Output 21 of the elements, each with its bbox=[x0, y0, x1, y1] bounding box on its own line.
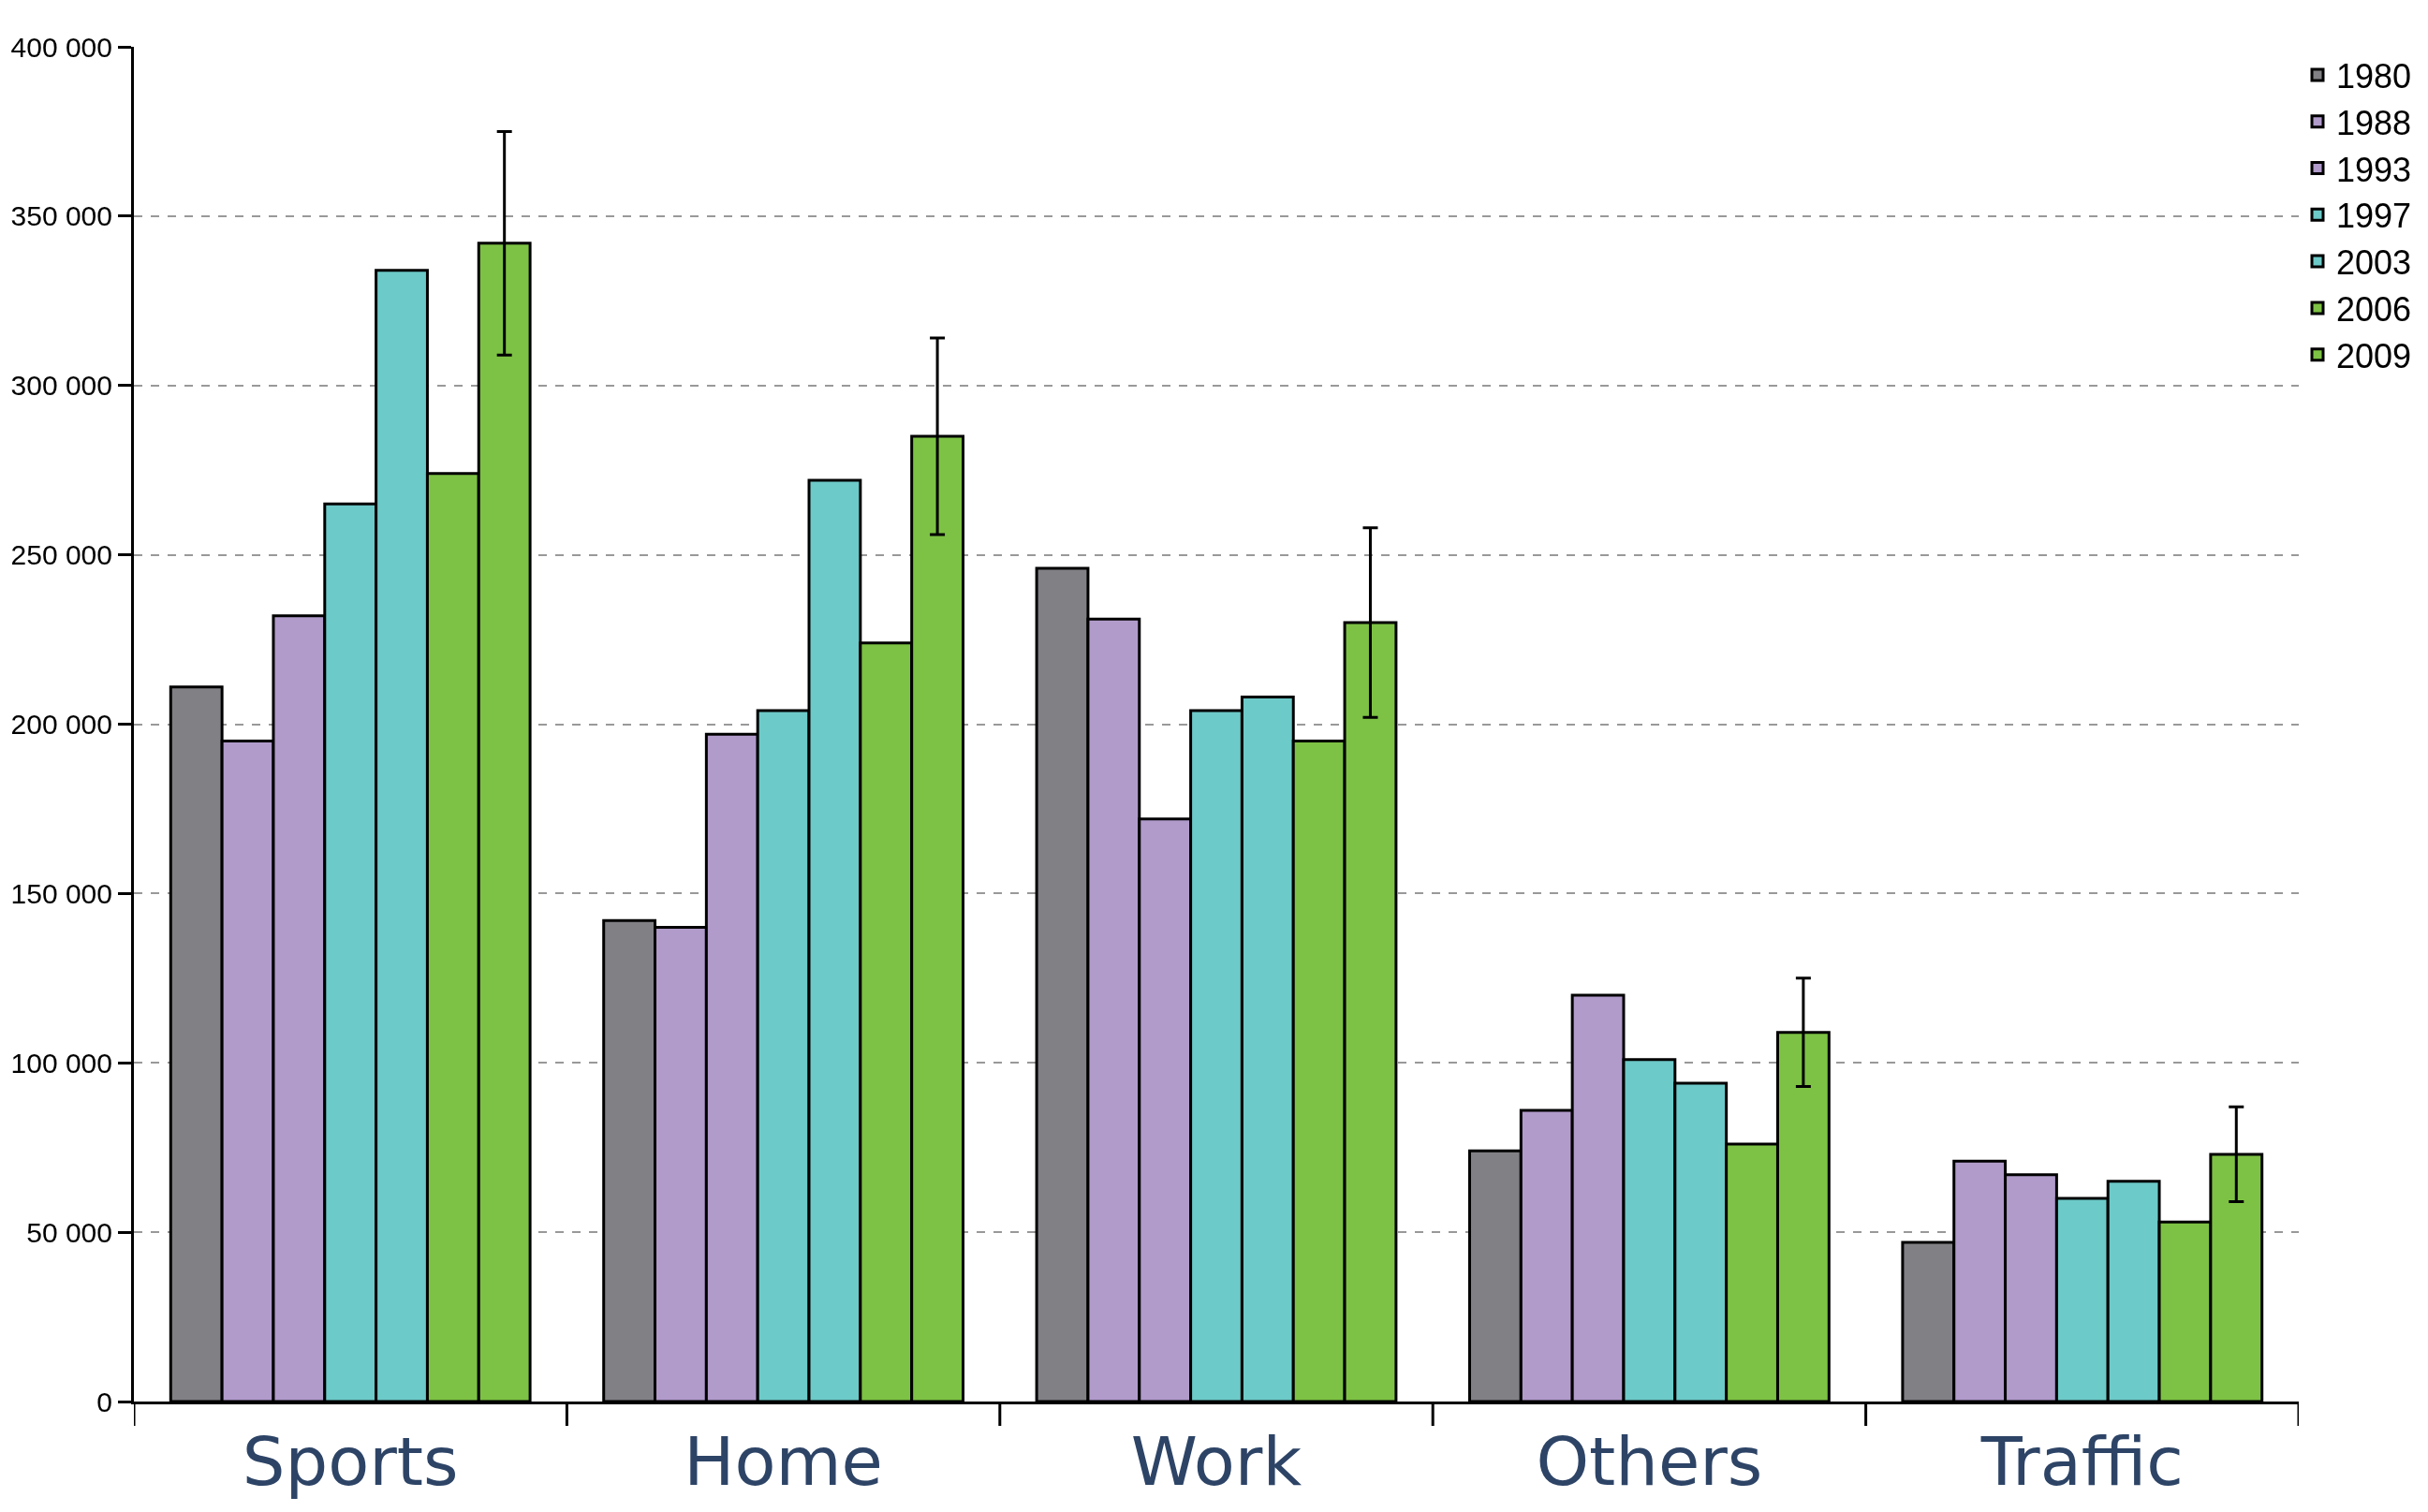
x-tick-label: Work bbox=[1130, 1422, 1302, 1502]
y-tick-label: 300 000 bbox=[10, 370, 112, 402]
x-tick-label: Home bbox=[684, 1422, 883, 1502]
y-tick-label: 100 000 bbox=[10, 1047, 112, 1079]
y-tick-label: 350 000 bbox=[10, 200, 112, 232]
legend-label: 1988 bbox=[2336, 103, 2412, 142]
x-tick-label: Sports bbox=[242, 1422, 459, 1502]
y-tick-label: 0 bbox=[96, 1386, 112, 1417]
legend-label: 1993 bbox=[2336, 150, 2412, 189]
legend-label: 2009 bbox=[2336, 336, 2412, 375]
legend-label: 1997 bbox=[2336, 197, 2412, 236]
y-tick-label: 150 000 bbox=[10, 877, 112, 909]
y-tick-label: 250 000 bbox=[10, 539, 112, 571]
legend-label: 2003 bbox=[2336, 243, 2412, 283]
legend-label: 1980 bbox=[2336, 56, 2412, 95]
legend-label: 2006 bbox=[2336, 289, 2412, 329]
y-tick-label: 50 000 bbox=[26, 1216, 112, 1248]
x-tick-label: Others bbox=[1536, 1422, 1763, 1502]
x-tick-label: Traffic bbox=[1979, 1422, 2184, 1502]
y-tick-label: 400 000 bbox=[10, 31, 112, 63]
y-tick-label: 200 000 bbox=[10, 709, 112, 740]
